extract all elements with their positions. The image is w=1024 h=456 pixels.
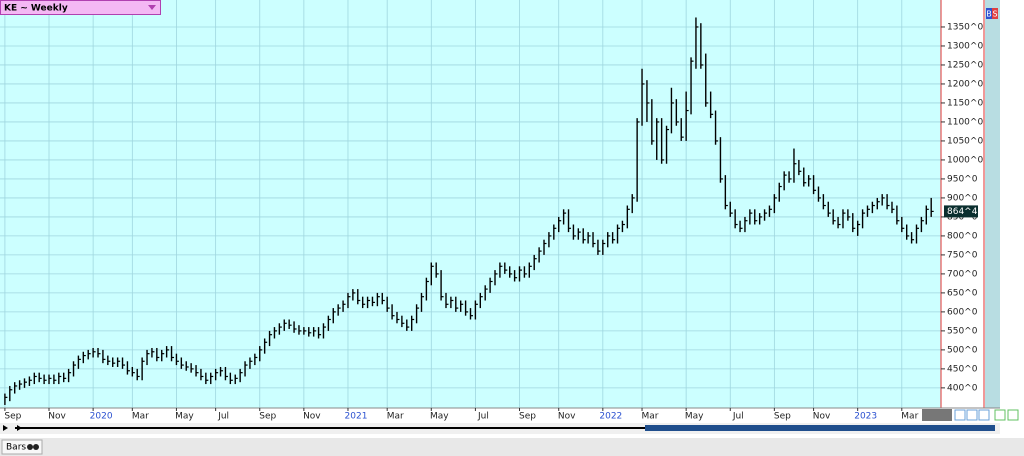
y-tick-label: 750^0: [947, 250, 978, 260]
y-tick-label: 400^0: [947, 383, 978, 393]
zoom-button[interactable]: [954, 409, 966, 421]
y-tick-label: 850^0: [947, 212, 978, 222]
x-tick-label: Sep: [4, 412, 21, 422]
y-tick-label: 550^0: [947, 326, 978, 336]
x-tick-label: Jul: [477, 412, 489, 422]
y-tick-label: 1350^0: [947, 22, 983, 32]
x-tick-label: Mar: [132, 412, 149, 422]
y-tick-label: 650^0: [947, 288, 978, 298]
x-tick-label: May: [430, 412, 449, 422]
x-tick-label: 2022: [599, 412, 622, 422]
axis-corner: [922, 409, 952, 421]
tab-icon: [33, 444, 39, 450]
bars-tab-label: Bars: [6, 443, 26, 453]
bars-tab[interactable]: [1, 439, 43, 455]
y-tick-label: 1100^0: [947, 117, 983, 127]
last-price-label: 864^4: [947, 207, 978, 217]
title-box[interactable]: [0, 0, 161, 15]
zoom-button[interactable]: [966, 409, 978, 421]
grid: [0, 0, 941, 408]
y-tick-label: 700^0: [947, 269, 978, 279]
title-dropdown[interactable]: [148, 5, 156, 10]
zoom-button[interactable]: [994, 409, 1006, 421]
y-tick-label: 450^0: [947, 364, 978, 374]
y-tick-label: 500^0: [947, 345, 978, 355]
y-tick-label: 600^0: [947, 307, 978, 317]
x-tick-label: Nov: [813, 412, 831, 422]
zoom-button[interactable]: [1007, 409, 1019, 421]
last-price-box: [944, 205, 978, 218]
y-tick-label: 1250^0: [947, 60, 983, 70]
x-tick-label: 2023: [854, 412, 877, 422]
y-tick-label: 1050^0: [947, 136, 983, 146]
y-tick-label: 1200^0: [947, 79, 983, 89]
x-tick-label: Sep: [774, 412, 791, 422]
y-tick-label: 950^0: [947, 174, 978, 184]
x-tick-label: 2021: [345, 412, 368, 422]
plot-area: [0, 0, 941, 408]
x-tick-label: Nov: [303, 412, 321, 422]
right-strip: [985, 0, 1000, 408]
x-tick-label: Mar: [901, 412, 918, 422]
x-tick-label: Mar: [642, 412, 659, 422]
sell-label: S: [992, 10, 997, 19]
scroll-thumb[interactable]: [645, 425, 995, 431]
zoom-button[interactable]: [978, 409, 990, 421]
buy-button[interactable]: [986, 8, 992, 19]
x-tick-label: Jul: [217, 412, 229, 422]
x-tick-label: Sep: [259, 412, 276, 422]
y-tick-label: 1150^0: [947, 98, 983, 108]
x-tick-label: Nov: [558, 412, 576, 422]
x-tick-label: Nov: [48, 412, 66, 422]
y-tick-label: 1300^0: [947, 41, 983, 51]
x-tick-label: Sep: [519, 412, 536, 422]
x-tick-label: 2020: [90, 412, 113, 422]
sell-button[interactable]: [992, 8, 998, 19]
x-tick-label: Jul: [732, 412, 744, 422]
buy-label: B: [986, 10, 992, 19]
tab-bar: [0, 438, 1024, 456]
y-tick-label: 800^0: [947, 231, 978, 241]
tab-icon: [27, 444, 33, 450]
y-tick-label: 1000^0: [947, 155, 983, 165]
zoom-buttons: [954, 409, 1019, 421]
bars: [4, 17, 934, 405]
scroll-left[interactable]: [3, 425, 8, 431]
y-tick-label: 900^0: [947, 193, 978, 203]
chart-title: KE ~ Weekly: [4, 4, 68, 14]
x-tick-label: May: [685, 412, 704, 422]
x-tick-label: Mar: [387, 412, 404, 422]
x-tick-label: May: [175, 412, 194, 422]
